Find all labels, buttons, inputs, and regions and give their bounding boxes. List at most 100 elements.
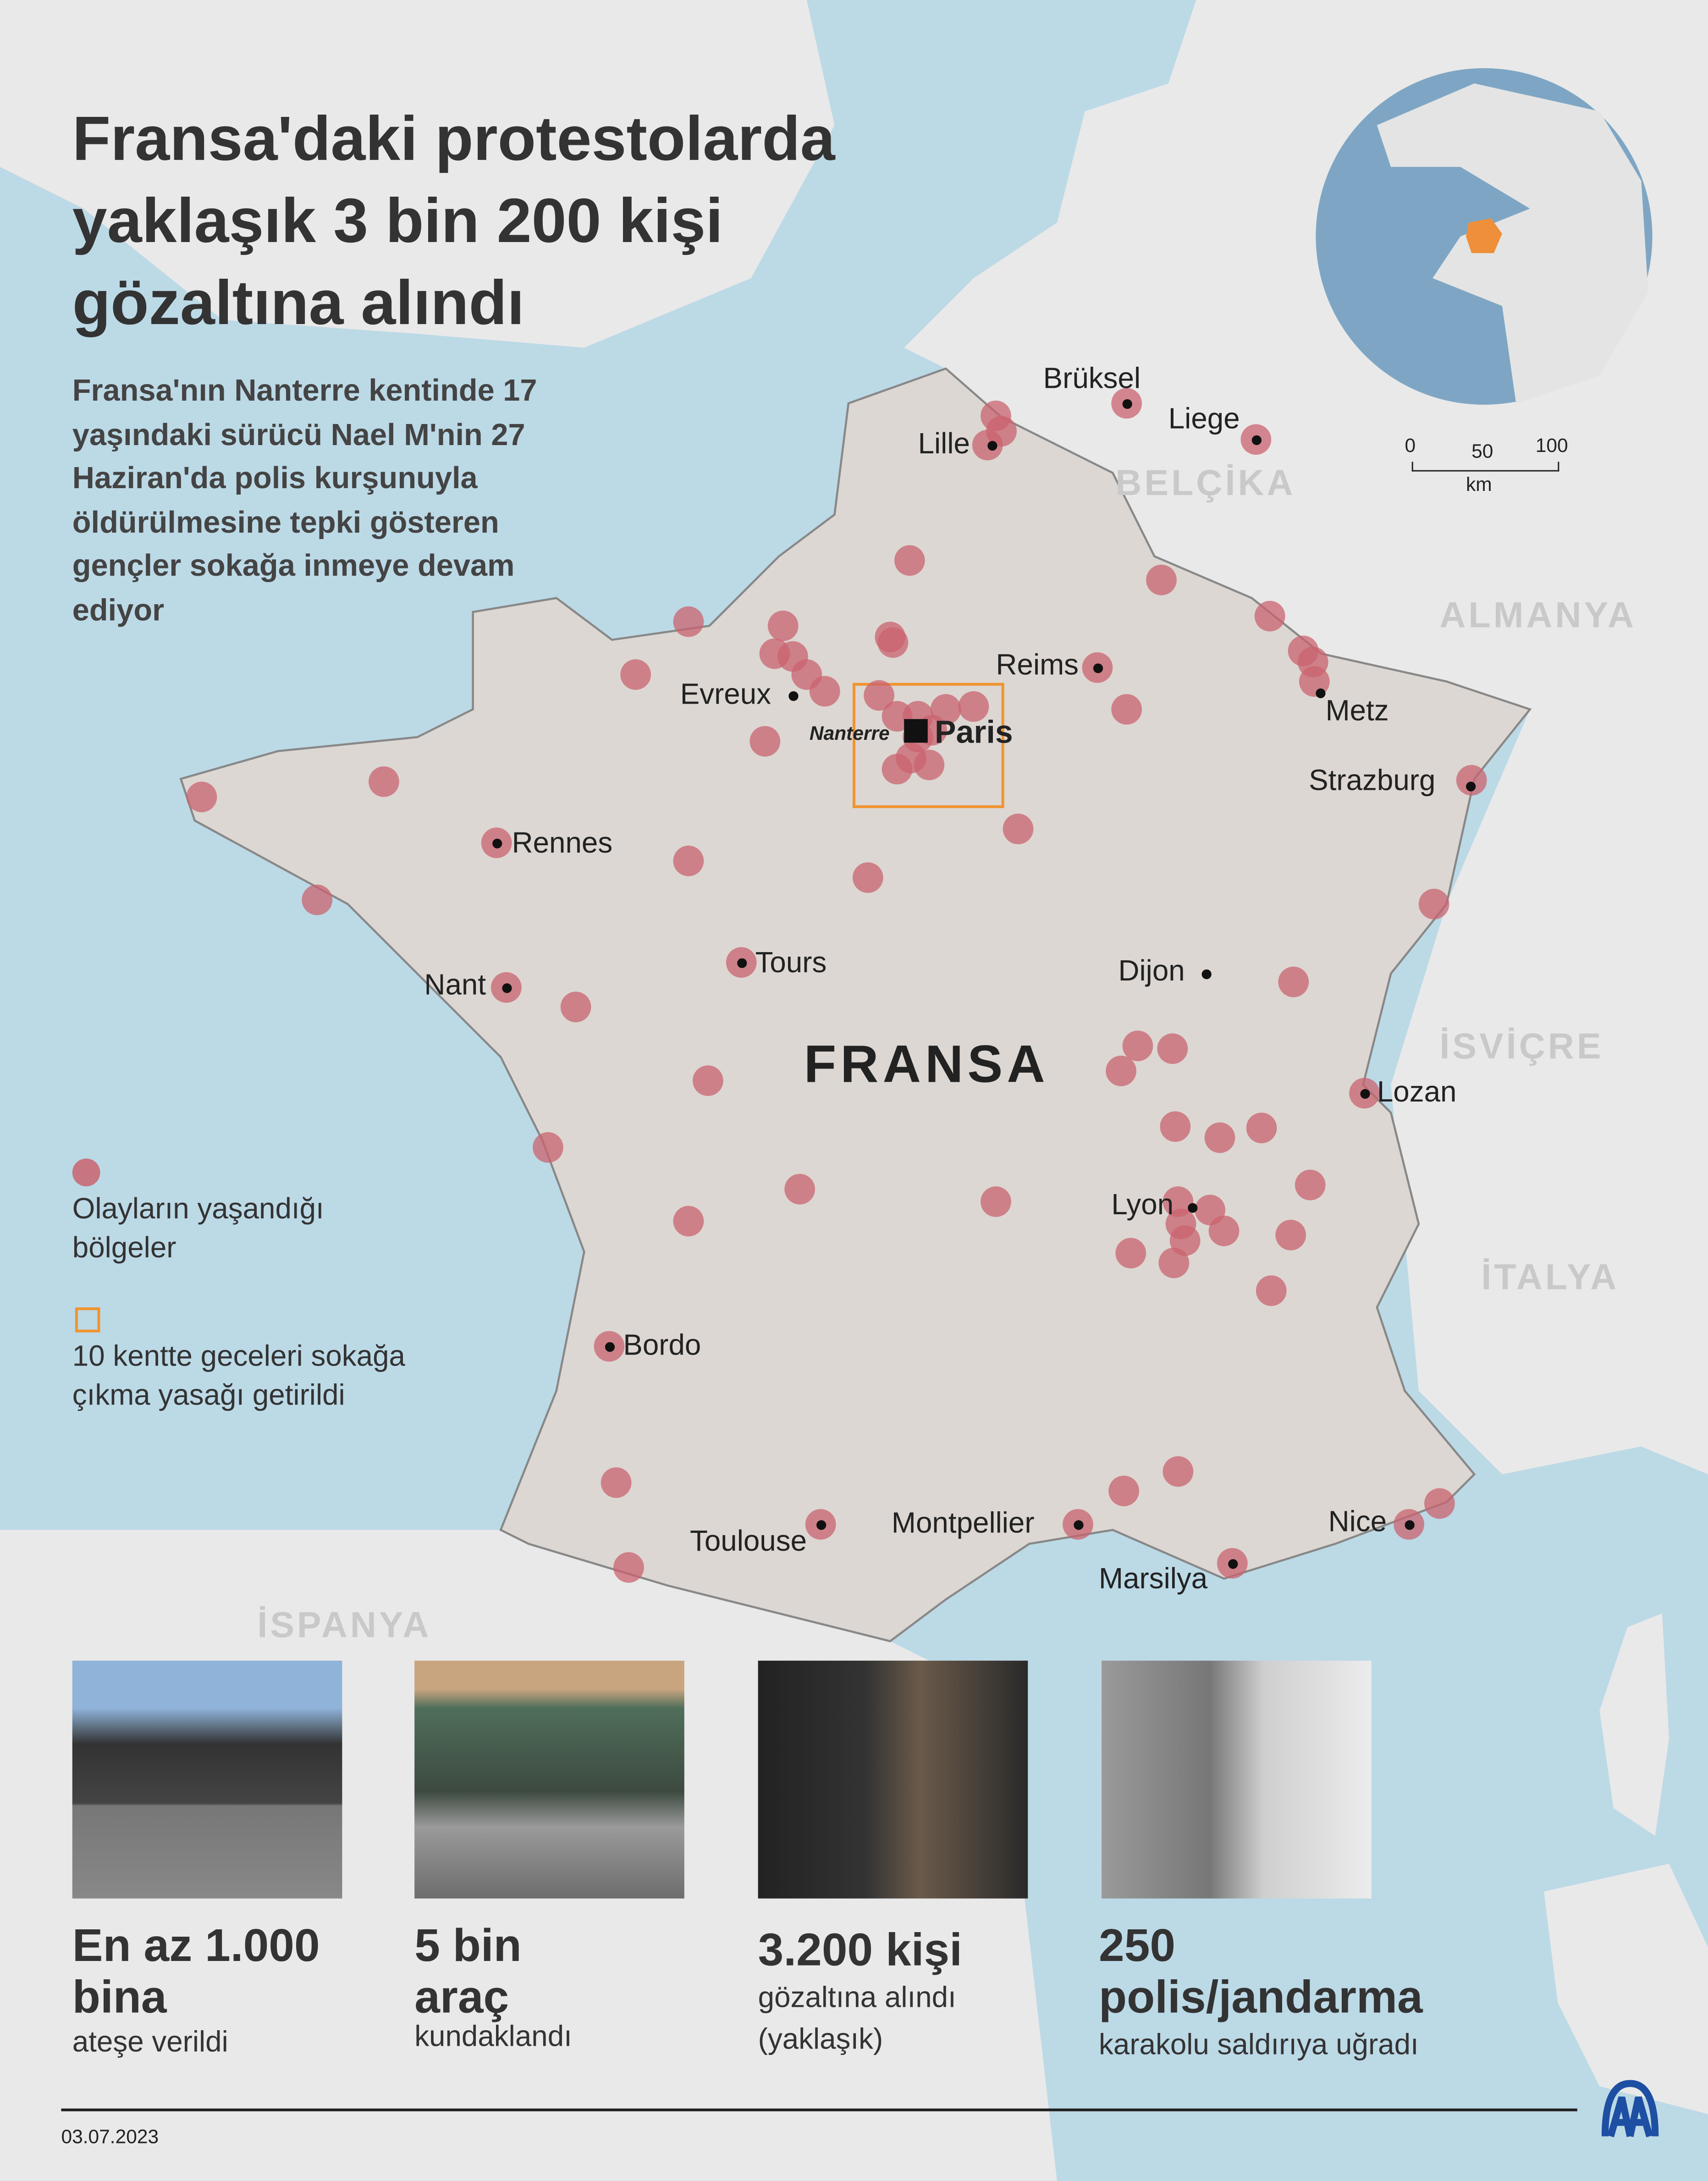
incident-dot <box>1256 1275 1287 1306</box>
page-title: Fransa'daki protestolarda yaklaşık 3 bin… <box>72 103 835 338</box>
city-marker-icon <box>1201 969 1211 979</box>
label-italy: İTALYA <box>1481 1256 1620 1298</box>
photo-police <box>758 1660 1028 1899</box>
incident-dot <box>767 611 799 641</box>
incident-dot <box>981 1186 1011 1217</box>
incident-dot <box>620 659 651 690</box>
incident-dot <box>1106 1055 1136 1086</box>
incident-dot <box>1160 1111 1191 1142</box>
city-label-nantes: Nant <box>424 969 486 1002</box>
city-marker-icon <box>1359 1088 1370 1098</box>
stat-vehicles-caption: kundaklandı <box>414 2021 572 2053</box>
city-label-lille: Lille <box>918 428 970 461</box>
incident-dot <box>533 1132 563 1163</box>
city-marker-icon <box>1092 662 1102 673</box>
incident-dot <box>1295 1169 1326 1201</box>
scale-unit: km <box>1466 473 1492 496</box>
city-label-lausanne: Lozan <box>1377 1076 1457 1109</box>
corsica <box>1599 1613 1669 1836</box>
incident-dot <box>1456 765 1487 796</box>
photo-burned-building <box>72 1660 342 1899</box>
city-label-reims: Reims <box>996 649 1079 682</box>
city-label-paris: Paris <box>934 713 1013 750</box>
city-marker-icon <box>604 1341 614 1351</box>
stat-detained: 3.200 kişi <box>758 1923 963 1975</box>
city-marker-icon <box>1404 1519 1414 1530</box>
incident-dot <box>894 545 925 576</box>
city-label-dijon: Dijon <box>1118 955 1185 988</box>
city-marker-icon <box>1073 1519 1083 1530</box>
incident-dot <box>1146 564 1177 595</box>
incident-dot <box>1122 1030 1153 1062</box>
city-label-tours: Tours <box>755 947 827 980</box>
incident-dot <box>1418 888 1449 920</box>
city-marker-icon <box>1122 398 1132 408</box>
incident-dot <box>1108 1476 1140 1507</box>
stat-stations: 250 polis/jandarma <box>1099 1919 1423 2022</box>
city-label-bordeaux: Bordo <box>623 1329 701 1362</box>
photo-broken-glass <box>1102 1660 1372 1899</box>
city-marker-icon <box>1227 1558 1237 1569</box>
stat-buildings: En az 1.000 bina <box>72 1919 320 2022</box>
city-label-marseille: Marsilya <box>1099 1563 1208 1596</box>
legend-incidents: Olayların yaşandığı bölgeler <box>72 1193 324 1265</box>
scale-tick: 0 <box>1405 434 1416 457</box>
incident-dot <box>673 606 704 637</box>
sardinia <box>1543 1863 1708 2114</box>
incident-dot <box>958 691 989 722</box>
incident-dot <box>673 845 704 876</box>
incident-dot <box>1278 966 1309 997</box>
city-label-metz: Metz <box>1325 695 1389 727</box>
city-marker-icon <box>788 690 798 700</box>
label-switzerland: İSVİÇRE <box>1439 1025 1604 1067</box>
incident-dot <box>601 1467 632 1498</box>
incident-dot <box>1157 1033 1188 1064</box>
city-label-strasbourg: Strazburg <box>1309 765 1436 797</box>
label-france: FRANSA <box>804 1036 1049 1095</box>
incident-dot <box>1204 1122 1235 1153</box>
legend-curfew: 10 kentte geceleri sokağa çıkma yasağı g… <box>72 1340 405 1412</box>
incident-dot <box>1424 1488 1455 1519</box>
legend-curfew-icon <box>75 1307 100 1333</box>
city-marker-icon <box>501 982 512 992</box>
incident-dot <box>1158 1247 1190 1278</box>
incident-dot <box>693 1065 723 1096</box>
city-marker-icon <box>1251 435 1261 445</box>
incident-dot <box>914 749 945 781</box>
city-marker-icon <box>815 1519 826 1530</box>
city-marker-icon <box>1465 781 1475 791</box>
incident-dot <box>1163 1456 1194 1487</box>
incident-dot <box>852 862 883 893</box>
incident-dot <box>673 1206 704 1237</box>
city-label-brussels: Brüksel <box>1043 363 1141 395</box>
incident-dot <box>784 1173 815 1205</box>
incident-dot <box>749 726 781 757</box>
incident-dot <box>302 884 333 915</box>
globe <box>1316 68 1653 405</box>
incident-dot <box>809 676 840 707</box>
incident-dot <box>1111 694 1142 725</box>
incident-dot <box>613 1552 644 1583</box>
city-marker-icon <box>1315 688 1325 698</box>
date: 03.07.2023 <box>61 2125 159 2148</box>
stat-vehicles: 5 bin araç <box>414 1919 522 2022</box>
france-outline <box>179 367 1532 1642</box>
city-label-toulouse: Toulouse <box>689 1526 807 1558</box>
incident-dot <box>882 754 913 785</box>
incident-dot <box>1115 1238 1146 1269</box>
photo-burned-bus <box>414 1660 684 1899</box>
incident-dot <box>1208 1215 1240 1246</box>
paris-curfew-box <box>852 683 1004 808</box>
incident-dot <box>1003 814 1034 844</box>
aa-logo-icon <box>1601 2080 1659 2137</box>
city-label-lyon: Lyon <box>1111 1189 1174 1222</box>
stat-buildings-caption: ateşe verildi <box>72 2026 228 2059</box>
subtitle: Fransa'nın Nanterre kentinde 17 yaşındak… <box>72 373 537 627</box>
paris-marker-icon <box>904 719 928 743</box>
stat-stations-caption: karakolu saldırıya uğradı <box>1099 2029 1419 2061</box>
scale-tick: 50 <box>1471 439 1493 462</box>
incident-dot <box>1299 666 1330 697</box>
